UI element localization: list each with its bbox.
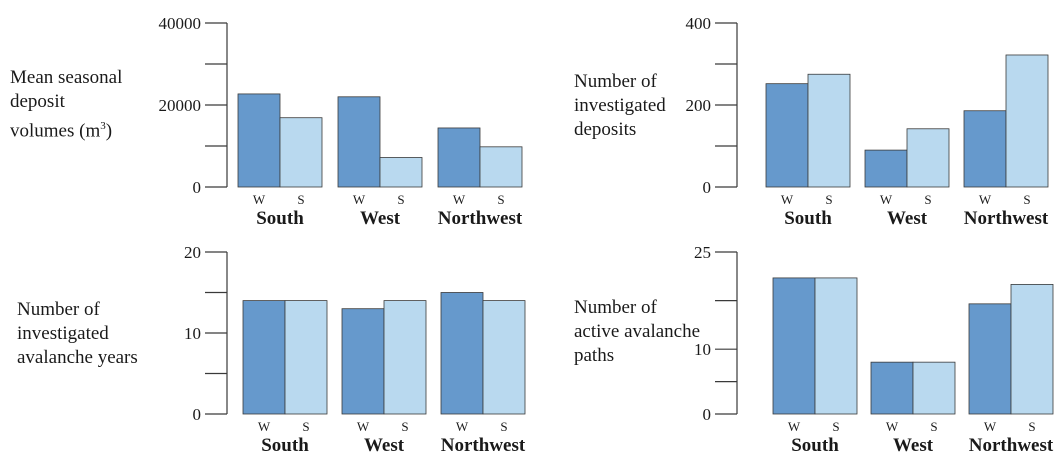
panel-3-tick-label: 0 [193,405,202,424]
panel-2-bar-label: S [924,192,931,207]
panel-4-bar-label: W [788,419,801,434]
panel-1-ylabel-line-3-end: ) [105,120,113,142]
panel-1-ylabel-line-2: deposit [10,91,65,112]
panel-1-ylabel: Mean seasonal deposit volumes (m3) [10,66,122,143]
panel-3-bar-south-s [284,300,328,415]
panel-4-tick-label: 25 [694,243,711,262]
panel-1-ylabel-superscript: 3 [100,120,106,132]
panel-2-bar-northwest-w [963,110,1007,188]
panel-1-tick-label: 40000 [159,14,202,33]
panel-2-bar-west-w [864,149,908,188]
panel-1-bar-northwest-w [437,127,481,188]
panel-1-bar-south-w [237,93,281,188]
panel-3-bar-west-w [341,308,385,415]
panel-1-ylabel-line-3: volumes (m [10,120,101,142]
panel-1-bar-west-s [379,157,423,188]
panel-2-ylabel-line-3: deposits [574,119,637,140]
panel-3-bar-label: S [401,419,408,434]
panel-2-bar-label: W [880,192,893,207]
panel-2-bar-south-w [765,83,809,188]
panel-2-tick-label: 400 [686,14,712,33]
panel-2-ylabel-line-2: investigated [574,95,666,116]
panel-1-group-label: West [360,208,401,229]
panel-2-group-label: South [784,208,832,229]
panel-1-bar-label: W [253,192,266,207]
panel-4-bar-west-w [870,361,914,415]
panel-4-ylabel-line-3: paths [574,345,615,366]
panel-4-ylabel-line-2: active avalanche [574,321,701,342]
panel-1-bar-label: S [397,192,404,207]
panel-4-bar-label: S [832,419,839,434]
panel-1-bar-south-s [279,117,323,188]
panel-3-ylabel-line-1: Number of [17,299,100,320]
panel-4-group-label: Northwest [969,435,1054,454]
panel-4-bar-label: S [930,419,937,434]
panel-2-group-label: Northwest [964,208,1049,229]
panel-2-bar-label: W [781,192,794,207]
panel-4-ylabel: Number of active avalanche paths [574,296,700,368]
panel-3-ylabel-line-2: investigated [17,323,109,344]
panel-4-bar-label: W [984,419,997,434]
panel-4-bar-northwest-s [1010,283,1054,415]
panel-1-tick-label: 20000 [159,96,202,115]
panel-3-group-label: South [261,435,309,454]
panel-4-bar-label: S [1028,419,1035,434]
panel-3-bar-label: S [500,419,507,434]
panel-3-bar-label: W [456,419,469,434]
panel-4-bar-label: W [886,419,899,434]
panel-2-group-label: West [887,208,928,229]
panel-2-bar-label: S [825,192,832,207]
panel-2-tick-label: 200 [686,96,712,115]
panel-3-bar-west-s [383,300,427,415]
panel-1-bar-label: S [297,192,304,207]
panel-3-ylabel-line-3: avalanche years [17,347,138,368]
panel-4-tick-label: 0 [703,405,712,424]
panel-2-bar-west-s [906,128,950,188]
panel-3-bar-label: W [357,419,370,434]
panel-1-bar-west-w [337,96,381,188]
panel-3-tick-label: 10 [184,324,201,343]
panel-1-bar-label: S [497,192,504,207]
panel-3-tick-label: 20 [184,243,201,262]
panel-2-bar-label: W [979,192,992,207]
panel-2-bar-south-s [807,73,851,188]
panel-1-group-label: Northwest [438,208,523,229]
panel-4-bar-south-s [814,277,858,415]
panel-1-bar-label: W [353,192,366,207]
panel-3-bar-northwest-s [482,300,526,415]
panel-1-bar-northwest-s [479,146,523,188]
panel-1-group-label: South [256,208,304,229]
panel-4-tick-label: 10 [694,340,711,359]
panel-1-bar-label: W [453,192,466,207]
panel-1-tick-label: 0 [193,178,202,197]
panel-3-group-label: Northwest [441,435,526,454]
panel-3-ylabel: Number of investigated avalanche years [17,298,138,370]
panel-3-bar-northwest-w [440,292,484,415]
panel-4-ylabel-line-1: Number of [574,297,657,318]
panel-2-ylabel: Number of investigated deposits [574,70,666,142]
panel-4-group-label: South [791,435,839,454]
panel-4-bar-west-s [912,361,956,415]
panel-2-ylabel-line-1: Number of [574,71,657,92]
panel-2-bar-label: S [1023,192,1030,207]
panel-3-bar-label: S [302,419,309,434]
panel-4-bar-south-w [772,277,816,415]
panel-3-group-label: West [364,435,405,454]
panel-4-bar-northwest-w [968,303,1012,415]
panel-3-bar-south-w [242,300,286,415]
panel-4-group-label: West [893,435,934,454]
panel-2-bar-northwest-s [1005,54,1049,188]
panel-2-tick-label: 0 [703,178,712,197]
panel-1-ylabel-line-1: Mean seasonal [10,67,123,88]
panel-3-bar-label: W [258,419,271,434]
